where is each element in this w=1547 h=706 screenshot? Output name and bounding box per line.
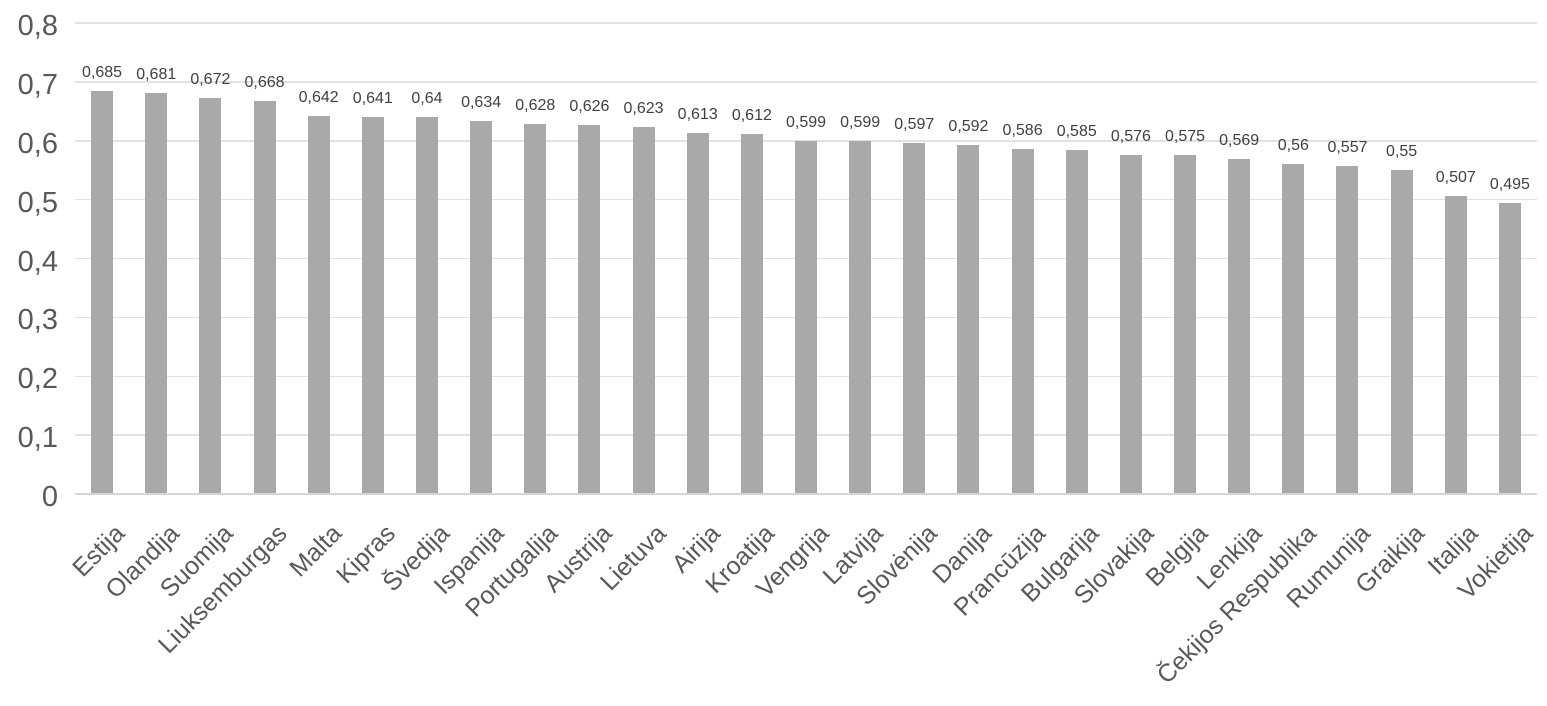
bar-value-label: 0,626 (569, 98, 610, 116)
bar (1336, 166, 1359, 494)
bar (957, 145, 980, 494)
bar-value-label: 0,681 (136, 66, 177, 84)
y-axis-tick-label: 0,7 (17, 68, 58, 101)
bar-value-label: 0,586 (1002, 121, 1043, 139)
x-axis-line (75, 493, 1537, 495)
bar (740, 133, 763, 494)
bar-value-label: 0,641 (352, 89, 393, 107)
bar (91, 90, 114, 494)
bar-value-label: 0,685 (82, 63, 123, 81)
bar-value-label: 0,569 (1219, 132, 1260, 149)
y-axis-tick-label: 0,5 (17, 186, 58, 219)
gridline (75, 81, 1537, 83)
bar (632, 127, 655, 494)
bar (1119, 154, 1142, 494)
bar (1228, 159, 1251, 494)
bar-value-label: 0,597 (894, 115, 935, 133)
bar (849, 141, 872, 494)
bar-value-label: 0,634 (461, 93, 502, 111)
bar (578, 125, 601, 494)
bar-value-label: 0,495 (1489, 175, 1530, 193)
bar-value-label: 0,507 (1435, 168, 1476, 186)
bar-value-label: 0,599 (785, 114, 827, 132)
bar-value-label: 0,672 (190, 71, 231, 89)
bar (1498, 202, 1521, 494)
bar-value-label: 0,55 (1386, 143, 1418, 161)
bar-value-label: 0,592 (948, 118, 989, 136)
bar (470, 120, 493, 494)
y-axis-tick-label: 0,8 (17, 10, 58, 42)
bar-value-label: 0,623 (623, 100, 664, 118)
bar-value-label: 0,599 (840, 114, 881, 132)
bar (1011, 148, 1034, 494)
bar (524, 124, 547, 494)
bar (361, 116, 384, 494)
bar-value-label: 0,575 (1165, 128, 1206, 146)
bar-value-label: 0,613 (677, 106, 718, 124)
bar-value-label: 0,576 (1110, 127, 1151, 145)
bar (795, 141, 817, 494)
gridline (75, 140, 1537, 142)
bar-value-label: 0,64 (411, 90, 443, 108)
bar (686, 133, 709, 494)
bar (1065, 149, 1088, 494)
gridline (75, 22, 1537, 24)
bar-value-label: 0,612 (731, 106, 772, 124)
bar-value-label: 0,557 (1327, 139, 1368, 157)
bar-value-label: 0,628 (515, 97, 556, 115)
y-axis-tick-label: 0,6 (17, 127, 58, 160)
bar-value-label: 0,56 (1277, 137, 1309, 155)
bar (307, 116, 330, 494)
bar (415, 117, 438, 494)
y-axis-tick-label: 0,3 (17, 304, 58, 337)
y-axis-tick-label: 0,1 (17, 422, 58, 455)
bar (1390, 170, 1413, 494)
bar (1444, 195, 1467, 494)
bar-value-label: 0,585 (1056, 122, 1097, 140)
bar (1174, 155, 1197, 494)
bar (903, 142, 926, 494)
bar (199, 98, 222, 494)
y-axis-tick-label: 0,4 (17, 245, 58, 278)
bar-value-label: 0,642 (298, 89, 339, 107)
bar-value-label: 0,668 (244, 73, 285, 91)
bar (1282, 164, 1305, 494)
bar (253, 100, 276, 494)
y-axis-tick-label: 0,2 (17, 363, 58, 396)
bar (145, 93, 168, 494)
y-axis-tick-label: 0 (41, 481, 58, 513)
